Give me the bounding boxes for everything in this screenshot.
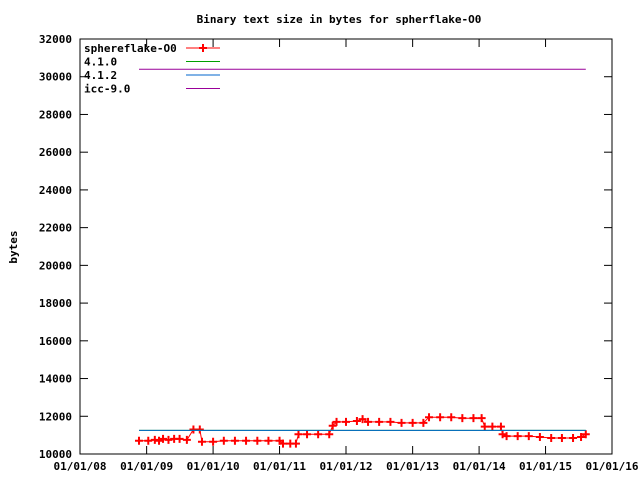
- data-point: [219, 436, 228, 445]
- data-point: [195, 425, 204, 434]
- data-point: [577, 433, 586, 442]
- data-point: [477, 414, 486, 423]
- data-point: [524, 432, 533, 441]
- data-point: [502, 432, 511, 441]
- y-axis: 10000 12000 14000 16000 18000 20000 22000 24000…: [39, 33, 612, 461]
- series-sphereflake-o0: [134, 413, 590, 448]
- data-point: [342, 417, 350, 426]
- data-point: [209, 437, 218, 446]
- legend-label: 4.1.2: [84, 69, 117, 82]
- y-tick-label: 32000: [39, 33, 72, 46]
- x-axis: 01/01/08 01/01/09 01/01/10 01/01/11 01/01/12…: [54, 39, 639, 473]
- data-point: [447, 413, 456, 422]
- y-tick-label: 26000: [39, 146, 72, 159]
- y-axis-label: bytes: [7, 230, 20, 263]
- data-point: [264, 436, 273, 445]
- data-point: [436, 413, 445, 422]
- data-point: [314, 430, 323, 439]
- data-point: [230, 436, 239, 445]
- x-tick-label: 01/01/13: [386, 460, 439, 473]
- data-point: [358, 415, 367, 424]
- data-point: [569, 433, 578, 442]
- x-tick-label: 01/01/16: [586, 460, 639, 473]
- data-point: [294, 430, 303, 439]
- legend-marker: [199, 44, 207, 52]
- data-point: [182, 435, 191, 444]
- x-tick-label: 01/01/09: [120, 460, 173, 473]
- x-tick-label: 01/01/15: [519, 460, 572, 473]
- data-point: [375, 417, 384, 426]
- data-point: [134, 436, 143, 445]
- x-tick-label: 01/01/14: [453, 460, 506, 473]
- data-point: [408, 418, 417, 427]
- y-tick-label: 20000: [39, 259, 72, 272]
- data-point: [197, 437, 206, 446]
- x-tick-label: 01/01/12: [320, 460, 373, 473]
- data-point: [279, 439, 288, 448]
- data-point: [332, 417, 341, 426]
- y-tick-label: 30000: [39, 71, 72, 84]
- series-layer: [134, 68, 590, 448]
- y-tick-label: 28000: [39, 108, 72, 121]
- data-point: [155, 436, 164, 445]
- data-point: [303, 430, 312, 439]
- data-point: [325, 430, 334, 439]
- data-point: [480, 422, 489, 431]
- data-point: [469, 414, 478, 423]
- y-tick-label: 12000: [39, 410, 72, 423]
- data-point: [175, 434, 184, 443]
- data-point: [291, 439, 300, 448]
- y-tick-label: 10000: [39, 448, 72, 461]
- data-point: [496, 422, 505, 431]
- x-tick-label: 01/01/10: [187, 460, 240, 473]
- y-tick-label: 18000: [39, 297, 72, 310]
- x-tick-label: 01/01/08: [54, 460, 107, 473]
- data-point: [557, 433, 566, 442]
- data-point: [364, 417, 373, 426]
- data-point: [352, 416, 361, 425]
- data-point: [535, 433, 544, 442]
- data-point: [242, 436, 251, 445]
- y-tick-label: 16000: [39, 335, 72, 348]
- legend-label: icc-9.0: [84, 83, 130, 96]
- y-tick-label: 14000: [39, 373, 72, 386]
- data-point: [253, 436, 262, 445]
- y-tick-label: 22000: [39, 222, 72, 235]
- chart-title: Binary text size in bytes for spherflake…: [197, 13, 482, 26]
- y-tick-label: 24000: [39, 184, 72, 197]
- data-point: [581, 430, 590, 439]
- data-point: [547, 433, 556, 442]
- data-point: [386, 417, 395, 426]
- data-point: [419, 418, 428, 427]
- data-point: [458, 414, 467, 423]
- data-point: [397, 418, 406, 427]
- data-point: [488, 422, 497, 431]
- plot-area-border: [79, 38, 613, 455]
- legend-label: 4.1.0: [84, 56, 117, 69]
- data-point: [425, 413, 434, 422]
- legend-label: sphereflake-O0: [84, 42, 177, 55]
- x-tick-label: 01/01/11: [253, 460, 306, 473]
- data-point: [328, 421, 337, 430]
- data-point: [498, 430, 507, 439]
- data-point: [513, 432, 522, 441]
